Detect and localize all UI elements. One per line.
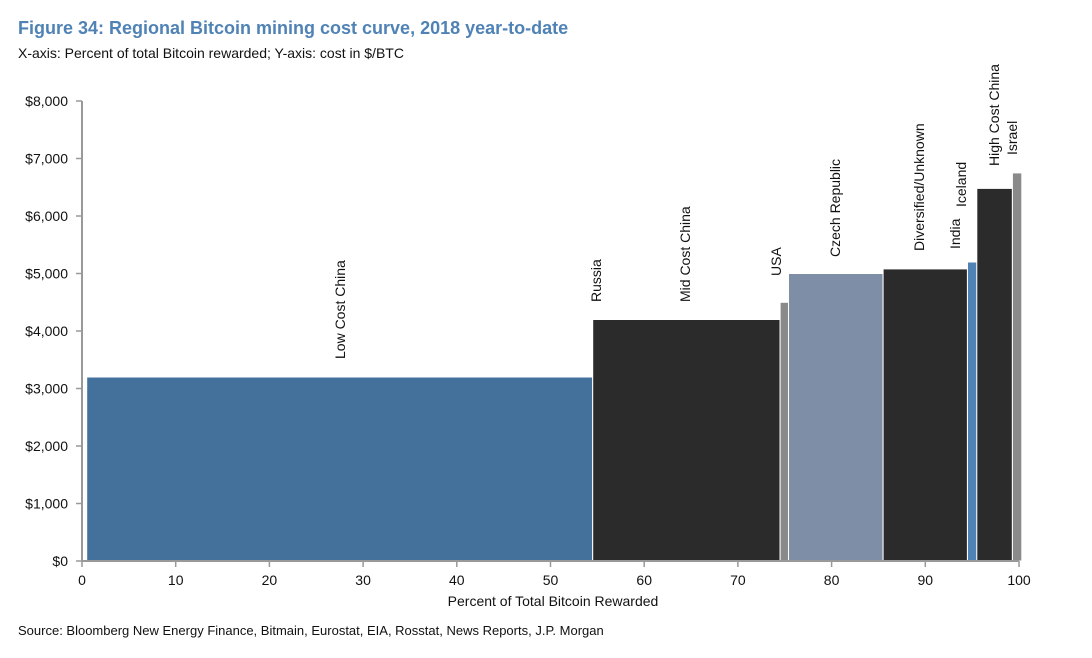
bar-czech-republic <box>788 273 884 562</box>
x-tick-label: 10 <box>168 572 184 588</box>
bar-low-cost-china <box>86 376 594 562</box>
x-tick-label: 70 <box>730 572 746 588</box>
y-tick-label: $0 <box>52 553 68 569</box>
x-tick-label: 90 <box>918 572 934 588</box>
bar-diversified-unknown <box>882 268 968 562</box>
bar-high-cost-china <box>976 187 1013 562</box>
x-tick-label: 50 <box>543 572 559 588</box>
bar-label-low-cost-china: Low Cost China <box>332 260 348 359</box>
y-tick-label: $4,000 <box>25 323 68 339</box>
y-tick-label: $7,000 <box>25 151 68 167</box>
x-tick-label: 0 <box>78 572 86 588</box>
bar-labels-layer: Low Cost China Russia Mid Cost China USA Cze… <box>332 64 1020 359</box>
bar-label-india: India <box>947 218 963 249</box>
bar-usa <box>779 301 789 562</box>
bar-label-usa: USA <box>768 247 784 276</box>
x-tick-label: 20 <box>262 572 278 588</box>
y-tick-label: $5,000 <box>25 266 68 282</box>
y-tick-label: $2,000 <box>25 438 68 454</box>
bar-iceland <box>967 261 978 562</box>
x-axis-title: Percent of Total Bitcoin Rewarded <box>448 593 659 609</box>
bar-label-mid-cost-china: Mid Cost China <box>677 206 693 302</box>
bar-label-iceland: Iceland <box>953 162 969 207</box>
bars-layer <box>86 172 1023 562</box>
chart-title: Figure 34: Regional Bitcoin mining cost … <box>18 18 569 38</box>
bar-label-high-cost-china: High Cost China <box>986 64 1002 166</box>
bar-label-israel: Israel <box>1004 121 1020 155</box>
axes-layer: $0 $1,000 $2,000 $3,000 $4,000 $5,000 $6,000 $7… <box>25 93 1031 588</box>
x-tick-label: 30 <box>355 572 371 588</box>
x-tick-label: 60 <box>636 572 652 588</box>
y-tick-label: $8,000 <box>25 93 68 109</box>
y-tick-label: $1,000 <box>25 496 68 512</box>
bar-mid-cost-china <box>592 319 781 562</box>
x-tick-label: 100 <box>1007 572 1031 588</box>
bar-israel <box>1011 172 1023 562</box>
chart-subtitle: X-axis: Percent of total Bitcoin rewarde… <box>18 45 404 61</box>
x-tick-label: 80 <box>824 572 840 588</box>
y-tick-label: $3,000 <box>25 381 68 397</box>
source-note: Source: Bloomberg New Energy Finance, Bi… <box>18 623 604 638</box>
bar-label-diversified-unknown: Diversified/Unknown <box>911 123 927 251</box>
x-tick-label: 40 <box>449 572 465 588</box>
bar-label-czech-republic: Czech Republic <box>827 159 843 257</box>
y-tick-label: $6,000 <box>25 208 68 224</box>
bar-label-russia: Russia <box>588 259 604 302</box>
